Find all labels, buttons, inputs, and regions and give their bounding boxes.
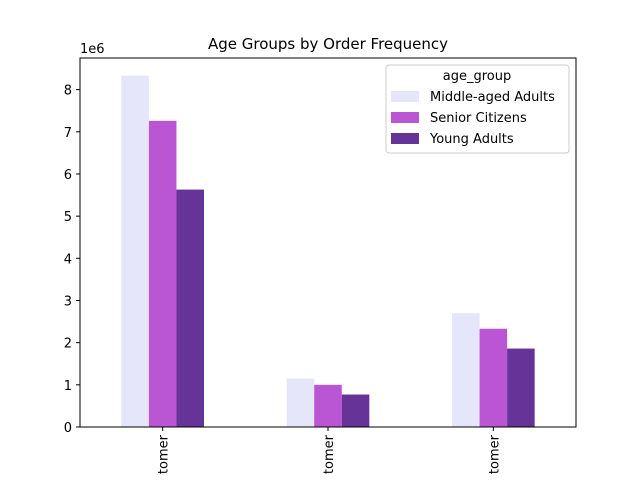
x-axis: tomer tomer tomer xyxy=(157,427,502,474)
bar xyxy=(176,189,204,427)
legend-items: Middle-aged Adults Senior Citizens Young A… xyxy=(391,90,555,147)
y-tick-label: 1 xyxy=(64,379,72,394)
bar xyxy=(286,378,315,427)
legend-swatch xyxy=(391,91,419,102)
bar xyxy=(121,75,149,428)
y-tick-label: 7 xyxy=(64,126,72,141)
bar xyxy=(479,328,508,427)
bar xyxy=(148,120,177,427)
legend-label: Middle-aged Adults xyxy=(430,90,555,105)
y-tick-label: 0 xyxy=(64,421,72,436)
y-tick-label: 8 xyxy=(64,84,72,99)
bars-layer xyxy=(121,75,535,428)
plot-frame xyxy=(79,57,577,428)
y-tick-label: 5 xyxy=(64,210,72,225)
legend: age_group Middle-aged Adults Senior Citiz… xyxy=(385,64,570,154)
legend-box xyxy=(385,64,570,154)
legend-label: Young Adults xyxy=(429,132,514,147)
y-tick-label: 6 xyxy=(64,168,72,183)
chart-title: Age Groups by Order Frequency xyxy=(208,35,448,53)
x-tick-label: tomer xyxy=(157,434,172,474)
y-tick-label: 4 xyxy=(64,252,72,267)
y-axis: 0 1 2 3 4 5 6 7 8 xyxy=(64,84,80,436)
bar xyxy=(341,394,370,427)
bar xyxy=(314,384,342,427)
legend-title: age_group xyxy=(443,69,511,84)
x-tick-label: tomer xyxy=(487,434,502,474)
x-tick-label: tomer xyxy=(322,434,337,474)
bar xyxy=(452,313,480,427)
y-tick-label: 2 xyxy=(64,337,72,352)
legend-swatch xyxy=(391,133,419,144)
legend-swatch xyxy=(391,112,419,123)
y-offset-label: 1e6 xyxy=(80,42,105,57)
legend-label: Senior Citizens xyxy=(430,111,527,126)
bar xyxy=(507,348,535,427)
y-tick-label: 3 xyxy=(64,294,72,309)
